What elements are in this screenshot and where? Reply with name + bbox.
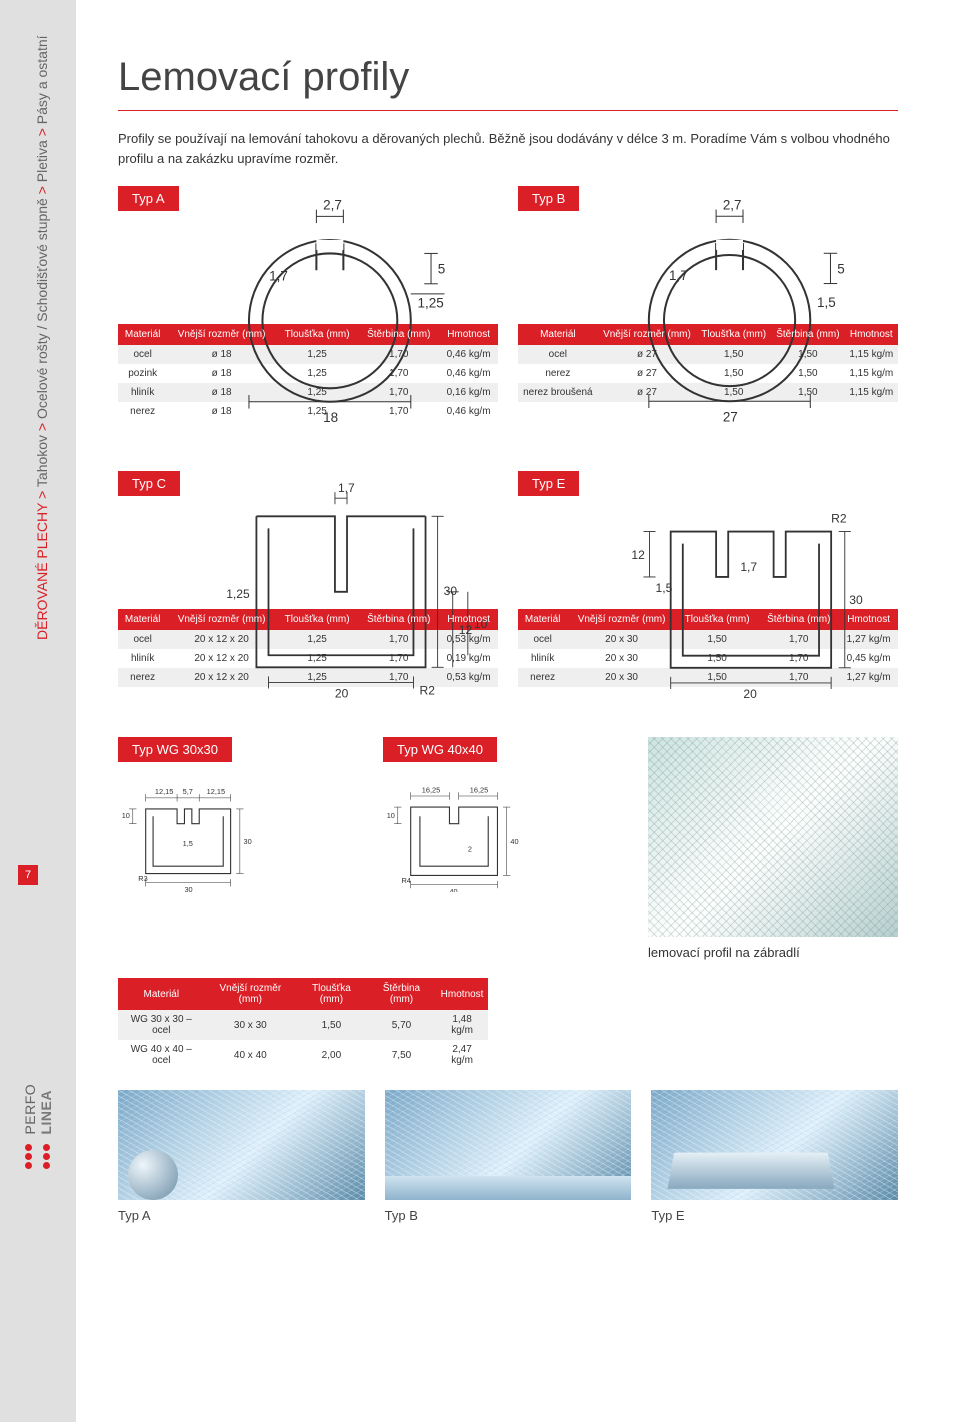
title-rule: [118, 110, 898, 111]
table-row: WG 40 x 40 – ocel40 x 402,007,502,47 kg/…: [118, 1040, 488, 1070]
svg-text:2,7: 2,7: [723, 198, 742, 213]
svg-text:30: 30: [444, 584, 458, 598]
photo-caption: lemovací profil na zábradlí: [648, 945, 898, 960]
svg-text:40: 40: [510, 837, 518, 846]
svg-text:5: 5: [437, 262, 445, 277]
diagram-wg30: 12,15 5,7 12,15 10 30 1,5 30 R3: [118, 772, 275, 892]
svg-text:16,25: 16,25: [422, 785, 440, 794]
svg-text:12,15: 12,15: [155, 787, 173, 796]
intro-text: Profily se používají na lemování tahokov…: [118, 129, 898, 168]
svg-text:1,5: 1,5: [817, 295, 836, 310]
svg-text:10: 10: [122, 811, 130, 820]
photo-railing: [648, 737, 898, 937]
svg-text:16,25: 16,25: [470, 785, 488, 794]
svg-text:2: 2: [468, 844, 472, 853]
svg-text:2,7: 2,7: [323, 198, 342, 213]
svg-text:1,25: 1,25: [226, 587, 250, 601]
svg-text:12,15: 12,15: [207, 787, 225, 796]
tag-typ-c: Typ C: [118, 471, 180, 496]
svg-text:1,5: 1,5: [183, 839, 193, 848]
svg-text:1,7: 1,7: [741, 560, 758, 574]
section-typ-c: Typ C 1,7 1,25 20 30: [118, 471, 498, 687]
breadcrumb-current: DĚROVANÉ PLECHY: [34, 503, 50, 640]
svg-text:1,7: 1,7: [269, 268, 288, 283]
diagram-typ-e: 12 1,5 1,7 30 20 R2: [595, 471, 898, 698]
tag-typ-e: Typ E: [518, 471, 579, 496]
svg-text:30: 30: [850, 593, 864, 607]
section-wg: Typ WG 30x30 12,15 5,7 12,15 10 30 1,5: [118, 737, 898, 970]
svg-text:20: 20: [335, 687, 349, 698]
svg-text:R4: R4: [401, 876, 410, 885]
tag-typ-b: Typ B: [518, 186, 579, 211]
table-row: WG 30 x 30 – ocel30 x 301,505,701,48 kg/…: [118, 1010, 488, 1040]
svg-text:30: 30: [244, 837, 252, 846]
svg-text:5,7: 5,7: [183, 787, 193, 796]
section-typ-e: Typ E 12 1,5 1,7 30 20 R2: [518, 471, 898, 687]
tag-typ-a: Typ A: [118, 186, 179, 211]
svg-text:R2: R2: [831, 511, 847, 525]
logo: PERFO LINEA: [20, 1084, 56, 1170]
svg-text:1,7: 1,7: [669, 268, 688, 283]
photo-label-b: Typ B: [385, 1208, 632, 1223]
page-title: Lemovací profily: [118, 55, 898, 100]
photo-typ-b: [385, 1090, 632, 1200]
svg-text:5: 5: [837, 261, 844, 276]
svg-text:30: 30: [184, 885, 192, 892]
side-text-area: DĚROVANÉ PLECHY > Tahokov > Ocelové rošt…: [0, 0, 76, 1422]
photo-typ-a: [118, 1090, 365, 1200]
photo-label-e: Typ E: [651, 1208, 898, 1223]
svg-text:1,7: 1,7: [338, 481, 355, 495]
diagram-wg40: 16,25 16,25 10 40 2 40 R4: [383, 772, 540, 892]
diagram-typ-a: 2,7 1,7 5 1,25 18: [195, 186, 498, 439]
photo-typ-e: [651, 1090, 898, 1200]
svg-text:R3: R3: [138, 874, 147, 883]
tag-wg40: Typ WG 40x40: [383, 737, 497, 762]
svg-text:1,5: 1,5: [656, 581, 673, 595]
photo-row: Typ A Typ B Typ E: [118, 1090, 898, 1223]
svg-text:27: 27: [723, 409, 738, 424]
svg-text:20: 20: [744, 687, 758, 698]
svg-text:12: 12: [632, 548, 646, 562]
svg-text:40: 40: [449, 887, 457, 892]
section-typ-a: Typ A 2,7 1,7: [118, 186, 498, 421]
svg-text:10: 10: [387, 811, 395, 820]
svg-text:R2: R2: [419, 683, 435, 697]
page-number: 7: [18, 865, 38, 885]
tag-wg30: Typ WG 30x30: [118, 737, 232, 762]
photo-label-a: Typ A: [118, 1208, 365, 1223]
table-wg: MateriálVnější rozměr (mm)Tloušťka (mm)Š…: [118, 978, 488, 1070]
section-typ-b: Typ B 2,7 1,7 5: [518, 186, 898, 421]
svg-text:1,25: 1,25: [417, 295, 443, 310]
breadcrumb-vertical: DĚROVANÉ PLECHY > Tahokov > Ocelové rošt…: [34, 35, 50, 640]
diagram-typ-b: 2,7 1,7 5 1,5 27: [595, 186, 898, 438]
